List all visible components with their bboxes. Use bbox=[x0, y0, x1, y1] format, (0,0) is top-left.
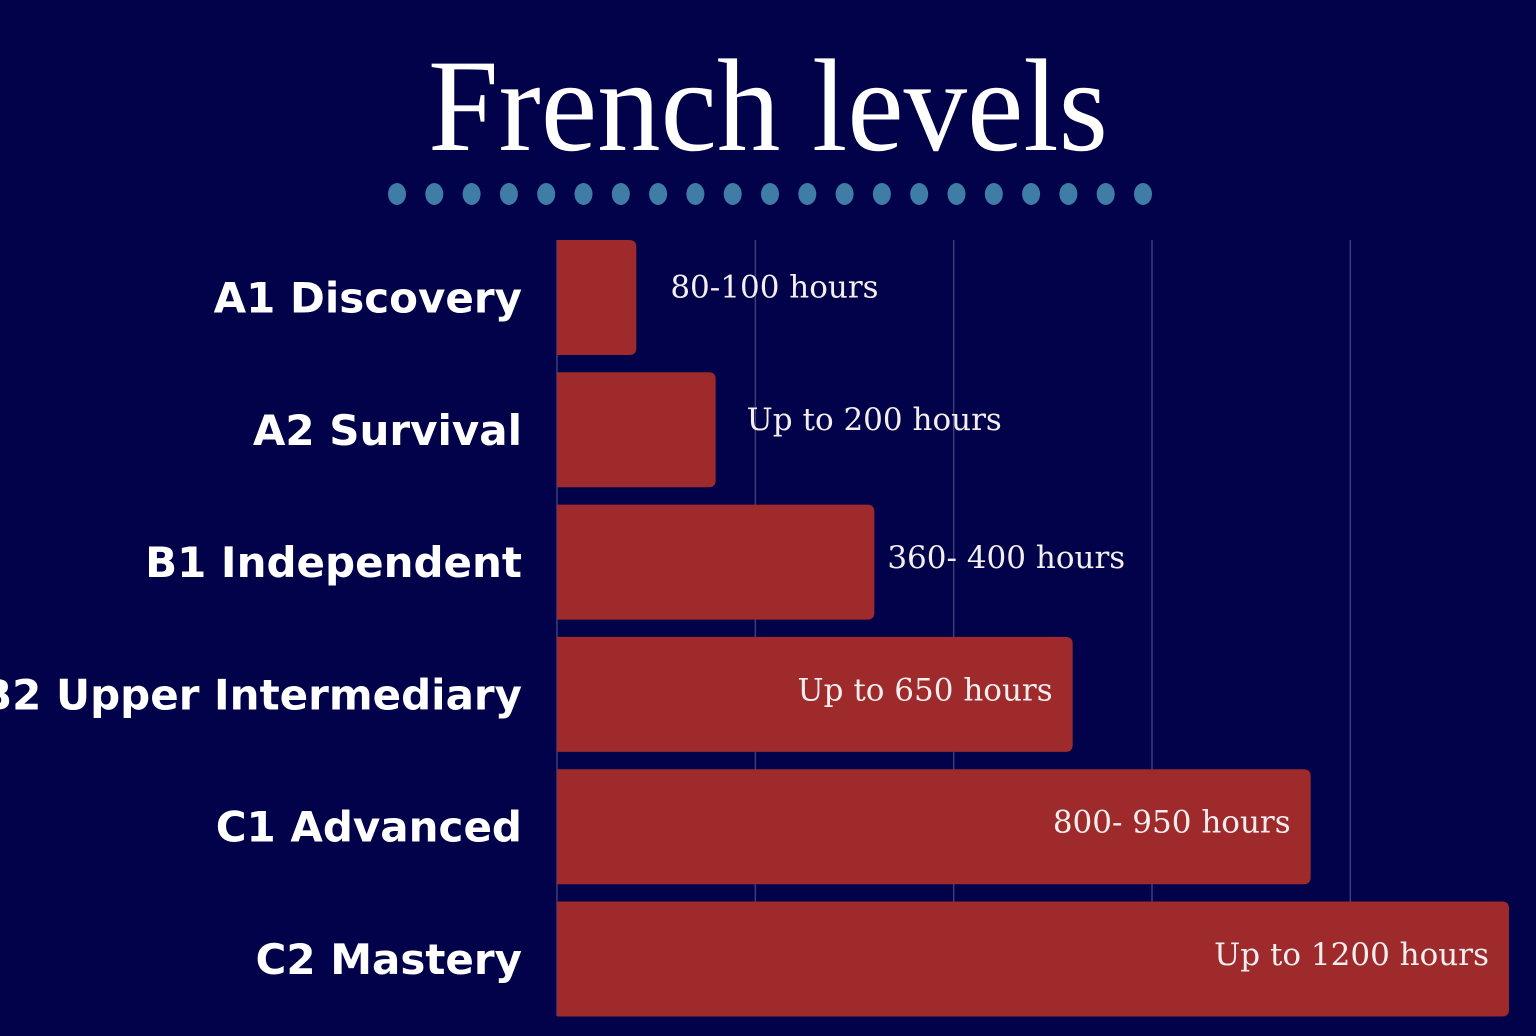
bar bbox=[557, 504, 875, 620]
bar-group: C1 Advanced 800- 950 hours bbox=[216, 769, 1311, 885]
dot-icon bbox=[537, 183, 556, 205]
data-label: Up to 200 hours bbox=[747, 402, 1002, 438]
dot-icon bbox=[984, 183, 1003, 205]
bar-group: B1 Independent 360- 400 hours bbox=[145, 504, 1125, 620]
category-label: C2 Mastery bbox=[256, 935, 522, 984]
dot-icon bbox=[388, 183, 406, 205]
data-label: 80-100 hours bbox=[670, 270, 878, 306]
gridlines bbox=[556, 240, 1352, 1016]
dot-icon bbox=[1096, 183, 1115, 205]
chart-title: French levels bbox=[428, 32, 1108, 179]
data-label: 360- 400 hours bbox=[887, 540, 1125, 576]
dot-icon bbox=[1022, 183, 1041, 205]
dot-icon bbox=[462, 183, 481, 205]
dot-icon bbox=[761, 183, 779, 205]
bar bbox=[557, 372, 716, 488]
dot-icon bbox=[649, 183, 668, 205]
dot-icon bbox=[947, 183, 966, 205]
bar bbox=[557, 769, 1311, 885]
category-label: B1 Independent bbox=[145, 538, 522, 587]
category-label: B2 Upper Intermediary bbox=[0, 670, 522, 719]
bar-group: B2 Upper Intermediary Up to 650 hours bbox=[0, 636, 1073, 752]
bars: A1 Discovery 80-100 hours A2 Survival Up to… bbox=[0, 240, 1509, 1017]
bar bbox=[557, 636, 1073, 752]
dot-icon bbox=[574, 183, 593, 205]
data-label: Up to 1200 hours bbox=[1214, 937, 1489, 973]
dot-icon bbox=[686, 183, 705, 205]
decorative-dot-divider bbox=[388, 183, 1152, 205]
dot-icon bbox=[910, 183, 929, 205]
category-label: A1 Discovery bbox=[214, 274, 522, 323]
bar-group: C2 Mastery Up to 1200 hours bbox=[256, 901, 1509, 1017]
bar bbox=[557, 240, 637, 355]
dot-icon bbox=[611, 183, 630, 205]
bar-group: A2 Survival Up to 200 hours bbox=[253, 372, 1002, 488]
dot-icon bbox=[723, 183, 742, 205]
data-label: 800- 950 hours bbox=[1053, 805, 1291, 841]
dot-icon bbox=[1059, 183, 1078, 205]
bar-group: A1 Discovery 80-100 hours bbox=[214, 240, 879, 355]
data-label: Up to 650 hours bbox=[798, 672, 1053, 708]
dot-icon bbox=[1134, 183, 1152, 205]
category-label: A2 Survival bbox=[253, 406, 522, 455]
bar bbox=[557, 901, 1509, 1017]
dot-icon bbox=[499, 183, 518, 205]
category-label: C1 Advanced bbox=[216, 803, 522, 852]
dot-icon bbox=[872, 183, 891, 205]
dot-icon bbox=[835, 183, 854, 205]
dot-icon bbox=[798, 183, 817, 205]
dot-icon bbox=[425, 183, 444, 205]
